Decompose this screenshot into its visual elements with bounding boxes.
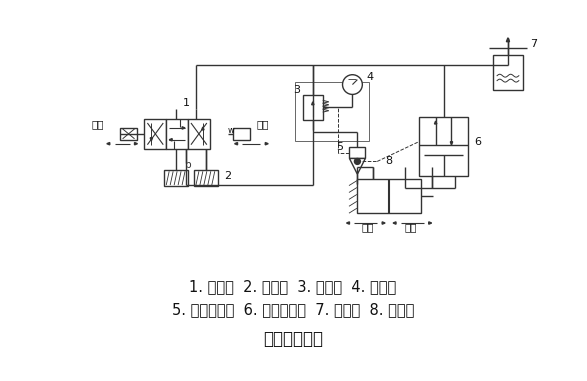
Text: 7: 7 <box>530 39 537 49</box>
Text: 3: 3 <box>294 85 301 95</box>
Text: p: p <box>185 160 191 170</box>
Text: 5: 5 <box>336 142 343 152</box>
Text: 卡紧: 卡紧 <box>256 119 268 129</box>
Bar <box>295 82 369 141</box>
Bar <box>166 119 188 149</box>
Polygon shape <box>382 222 385 224</box>
Polygon shape <box>349 158 365 174</box>
Text: 2: 2 <box>224 171 231 181</box>
Bar <box>144 119 166 149</box>
Bar <box>120 128 137 140</box>
Polygon shape <box>450 142 453 145</box>
Polygon shape <box>312 102 314 105</box>
Bar <box>232 128 251 140</box>
Text: 松开: 松开 <box>404 222 417 232</box>
Bar <box>419 117 468 176</box>
Bar <box>349 147 365 158</box>
Bar <box>194 170 218 186</box>
Polygon shape <box>150 138 153 141</box>
Text: 1. 换向阀  2. 消声器  3. 减压阀  4. 压力表: 1. 换向阀 2. 消声器 3. 减压阀 4. 压力表 <box>190 279 397 294</box>
Text: 8: 8 <box>386 156 393 166</box>
Polygon shape <box>434 121 437 124</box>
Polygon shape <box>346 222 349 224</box>
Circle shape <box>355 158 360 164</box>
Bar <box>303 95 323 120</box>
Text: 4: 4 <box>367 72 374 82</box>
Bar <box>164 170 188 186</box>
Polygon shape <box>265 142 268 145</box>
Text: 1: 1 <box>183 98 190 108</box>
Polygon shape <box>393 222 396 224</box>
Circle shape <box>343 75 362 94</box>
Bar <box>188 119 210 149</box>
Polygon shape <box>182 127 185 129</box>
Polygon shape <box>507 38 510 42</box>
Text: 6: 6 <box>475 137 482 147</box>
Text: 松开: 松开 <box>92 119 104 129</box>
Bar <box>357 179 421 213</box>
Polygon shape <box>107 142 110 145</box>
Text: w: w <box>227 126 234 135</box>
Polygon shape <box>169 139 172 141</box>
Text: 卡紧: 卡紧 <box>361 222 373 232</box>
Polygon shape <box>429 222 431 224</box>
Text: 5. 快速放气阀  6. 气液增压器  7. 储油器  8. 液压缸: 5. 快速放气阀 6. 气液增压器 7. 储油器 8. 液压缸 <box>172 302 414 317</box>
Polygon shape <box>202 127 204 130</box>
Bar <box>493 56 523 90</box>
Polygon shape <box>235 142 238 145</box>
Polygon shape <box>134 142 137 145</box>
Text: 夹具系统回路: 夹具系统回路 <box>263 330 323 348</box>
